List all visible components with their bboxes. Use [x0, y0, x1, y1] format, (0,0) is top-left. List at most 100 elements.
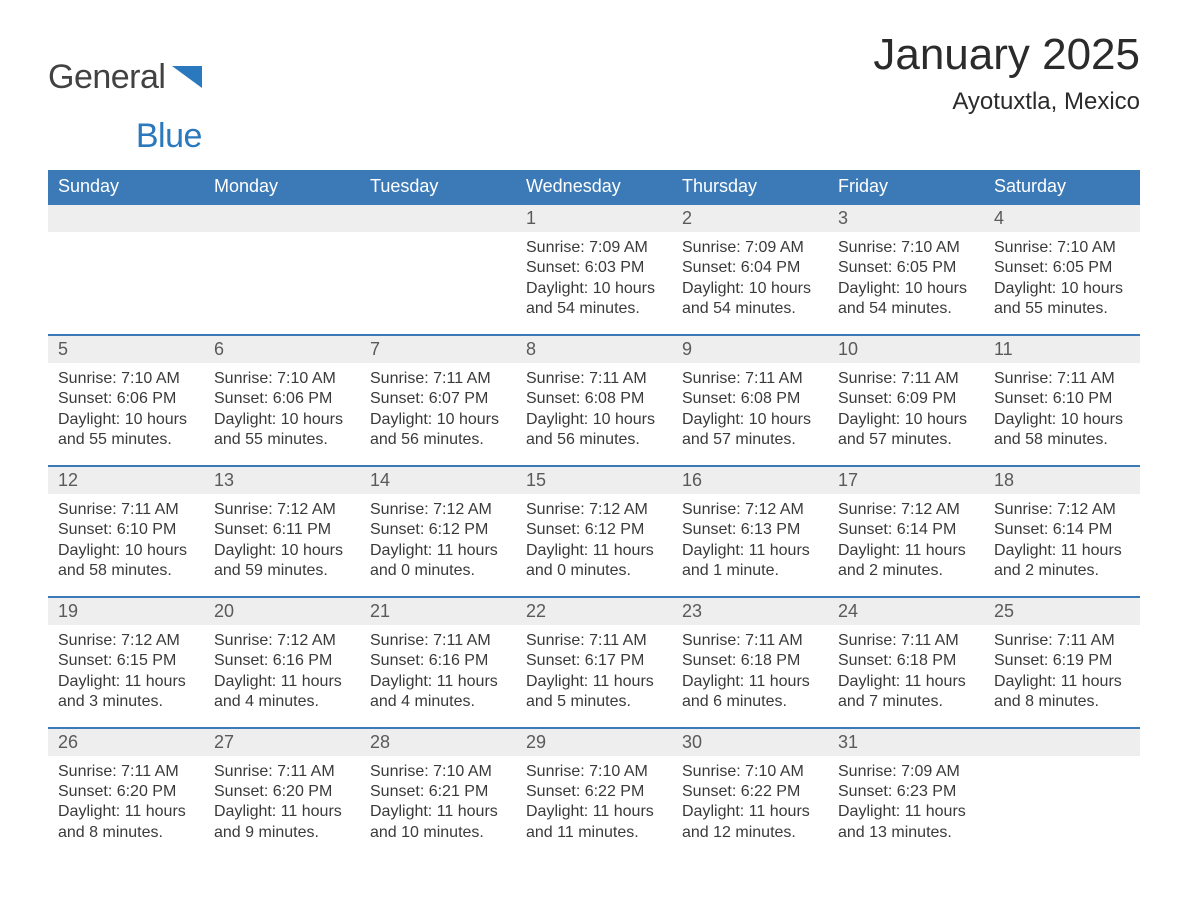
day-number: 31: [828, 727, 984, 756]
daylight-text-1: Daylight: 10 hours: [214, 410, 350, 430]
day-number: 8: [516, 334, 672, 363]
day-body: Sunrise: 7:11 AMSunset: 6:18 PMDaylight:…: [672, 625, 828, 713]
day-body: Sunrise: 7:12 AMSunset: 6:12 PMDaylight:…: [516, 494, 672, 582]
daylight-text-2: and 8 minutes.: [994, 692, 1130, 712]
day-body: Sunrise: 7:10 AMSunset: 6:05 PMDaylight:…: [984, 232, 1140, 320]
day-number: 11: [984, 334, 1140, 363]
sunset-text: Sunset: 6:03 PM: [526, 258, 662, 278]
day-body: Sunrise: 7:09 AMSunset: 6:23 PMDaylight:…: [828, 756, 984, 844]
sunset-text: Sunset: 6:07 PM: [370, 389, 506, 409]
daylight-text-2: and 3 minutes.: [58, 692, 194, 712]
day-number: 13: [204, 465, 360, 494]
day-number: 9: [672, 334, 828, 363]
daylight-text-2: and 54 minutes.: [682, 299, 818, 319]
day-header-sat: Saturday: [984, 170, 1140, 203]
day-number: 28: [360, 727, 516, 756]
day-body: Sunrise: 7:11 AMSunset: 6:17 PMDaylight:…: [516, 625, 672, 713]
day-number: 22: [516, 596, 672, 625]
day-number: 4: [984, 203, 1140, 232]
daylight-text-2: and 2 minutes.: [994, 561, 1130, 581]
sunset-text: Sunset: 6:10 PM: [994, 389, 1130, 409]
daylight-text-1: Daylight: 11 hours: [526, 541, 662, 561]
day-cell: [360, 203, 516, 334]
sunset-text: Sunset: 6:08 PM: [682, 389, 818, 409]
sunset-text: Sunset: 6:18 PM: [682, 651, 818, 671]
sunset-text: Sunset: 6:17 PM: [526, 651, 662, 671]
daylight-text-1: Daylight: 11 hours: [58, 802, 194, 822]
daylight-text-1: Daylight: 10 hours: [682, 410, 818, 430]
day-number: [204, 203, 360, 232]
brand-word-2: Blue: [46, 117, 202, 156]
daylight-text-1: Daylight: 10 hours: [370, 410, 506, 430]
day-body: Sunrise: 7:10 AMSunset: 6:06 PMDaylight:…: [48, 363, 204, 451]
day-body: Sunrise: 7:11 AMSunset: 6:10 PMDaylight:…: [48, 494, 204, 582]
day-body: Sunrise: 7:12 AMSunset: 6:12 PMDaylight:…: [360, 494, 516, 582]
day-header-sun: Sunday: [48, 170, 204, 203]
daylight-text-1: Daylight: 10 hours: [526, 279, 662, 299]
daylight-text-1: Daylight: 10 hours: [838, 410, 974, 430]
daylight-text-2: and 59 minutes.: [214, 561, 350, 581]
sunset-text: Sunset: 6:14 PM: [838, 520, 974, 540]
day-number: 30: [672, 727, 828, 756]
day-number: 14: [360, 465, 516, 494]
daylight-text-1: Daylight: 10 hours: [682, 279, 818, 299]
sunrise-text: Sunrise: 7:10 AM: [838, 238, 974, 258]
daylight-text-2: and 13 minutes.: [838, 823, 974, 843]
day-body: Sunrise: 7:12 AMSunset: 6:14 PMDaylight:…: [828, 494, 984, 582]
day-header-row: Sunday Monday Tuesday Wednesday Thursday…: [48, 170, 1140, 203]
daylight-text-2: and 55 minutes.: [214, 430, 350, 450]
day-body: Sunrise: 7:10 AMSunset: 6:05 PMDaylight:…: [828, 232, 984, 320]
daylight-text-2: and 58 minutes.: [994, 430, 1130, 450]
daylight-text-1: Daylight: 10 hours: [214, 541, 350, 561]
daylight-text-1: Daylight: 11 hours: [526, 672, 662, 692]
week-row: 12Sunrise: 7:11 AMSunset: 6:10 PMDayligh…: [48, 465, 1140, 596]
brand-flag-icon: [172, 66, 202, 93]
brand-logo: General Blue: [48, 30, 202, 156]
daylight-text-1: Daylight: 11 hours: [526, 802, 662, 822]
sunrise-text: Sunrise: 7:11 AM: [682, 369, 818, 389]
day-header-mon: Monday: [204, 170, 360, 203]
day-cell: 13Sunrise: 7:12 AMSunset: 6:11 PMDayligh…: [204, 465, 360, 596]
sunrise-text: Sunrise: 7:11 AM: [214, 762, 350, 782]
title-block: January 2025 Ayotuxtla, Mexico: [873, 30, 1140, 116]
day-number: 25: [984, 596, 1140, 625]
sunrise-text: Sunrise: 7:11 AM: [994, 369, 1130, 389]
location-label: Ayotuxtla, Mexico: [873, 88, 1140, 116]
day-body: Sunrise: 7:11 AMSunset: 6:18 PMDaylight:…: [828, 625, 984, 713]
calendar: Sunday Monday Tuesday Wednesday Thursday…: [48, 170, 1140, 857]
sunrise-text: Sunrise: 7:12 AM: [838, 500, 974, 520]
sunrise-text: Sunrise: 7:11 AM: [526, 369, 662, 389]
week-row: 26Sunrise: 7:11 AMSunset: 6:20 PMDayligh…: [48, 727, 1140, 858]
sunrise-text: Sunrise: 7:11 AM: [58, 500, 194, 520]
daylight-text-1: Daylight: 11 hours: [682, 802, 818, 822]
day-cell: 5Sunrise: 7:10 AMSunset: 6:06 PMDaylight…: [48, 334, 204, 465]
day-number: 24: [828, 596, 984, 625]
day-cell: 2Sunrise: 7:09 AMSunset: 6:04 PMDaylight…: [672, 203, 828, 334]
day-body: Sunrise: 7:10 AMSunset: 6:06 PMDaylight:…: [204, 363, 360, 451]
day-cell: 29Sunrise: 7:10 AMSunset: 6:22 PMDayligh…: [516, 727, 672, 858]
day-body: Sunrise: 7:10 AMSunset: 6:21 PMDaylight:…: [360, 756, 516, 844]
day-header-thu: Thursday: [672, 170, 828, 203]
day-cell: 30Sunrise: 7:10 AMSunset: 6:22 PMDayligh…: [672, 727, 828, 858]
day-cell: 16Sunrise: 7:12 AMSunset: 6:13 PMDayligh…: [672, 465, 828, 596]
sunrise-text: Sunrise: 7:12 AM: [58, 631, 194, 651]
daylight-text-2: and 2 minutes.: [838, 561, 974, 581]
daylight-text-2: and 54 minutes.: [838, 299, 974, 319]
day-cell: [204, 203, 360, 334]
day-body: Sunrise: 7:12 AMSunset: 6:11 PMDaylight:…: [204, 494, 360, 582]
day-cell: 15Sunrise: 7:12 AMSunset: 6:12 PMDayligh…: [516, 465, 672, 596]
month-title: January 2025: [873, 30, 1140, 80]
daylight-text-1: Daylight: 10 hours: [58, 541, 194, 561]
daylight-text-2: and 54 minutes.: [526, 299, 662, 319]
day-cell: 23Sunrise: 7:11 AMSunset: 6:18 PMDayligh…: [672, 596, 828, 727]
day-cell: 27Sunrise: 7:11 AMSunset: 6:20 PMDayligh…: [204, 727, 360, 858]
daylight-text-2: and 10 minutes.: [370, 823, 506, 843]
day-number: 27: [204, 727, 360, 756]
sunrise-text: Sunrise: 7:12 AM: [370, 500, 506, 520]
daylight-text-2: and 56 minutes.: [370, 430, 506, 450]
day-cell: 6Sunrise: 7:10 AMSunset: 6:06 PMDaylight…: [204, 334, 360, 465]
day-body: Sunrise: 7:12 AMSunset: 6:16 PMDaylight:…: [204, 625, 360, 713]
daylight-text-1: Daylight: 10 hours: [994, 410, 1130, 430]
sunset-text: Sunset: 6:09 PM: [838, 389, 974, 409]
sunset-text: Sunset: 6:16 PM: [214, 651, 350, 671]
